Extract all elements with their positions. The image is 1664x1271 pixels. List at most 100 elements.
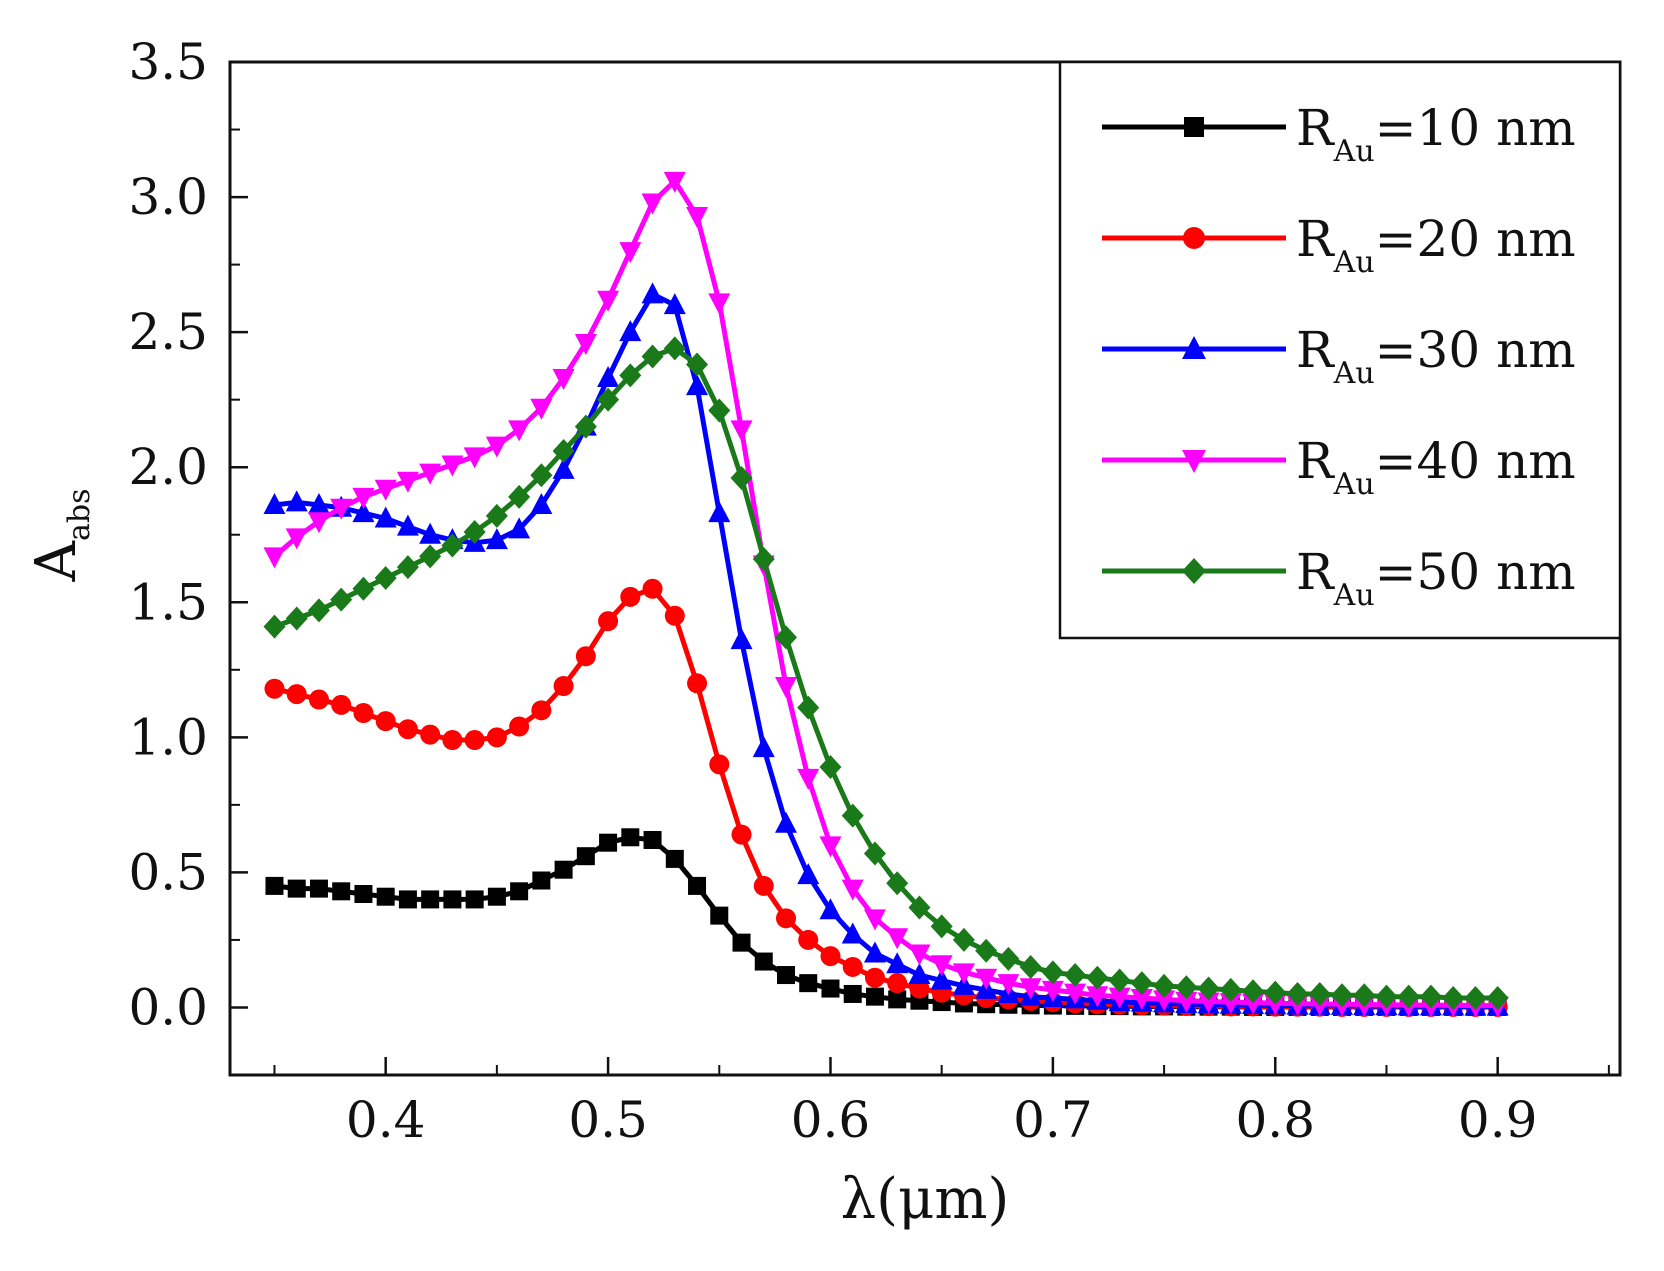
data-point [798,929,819,950]
data-point [1130,989,1153,1011]
data-point [1375,984,1398,1009]
data-point [1064,983,1087,1005]
legend-label: RAu=20 nm [1296,210,1576,280]
data-point [441,455,464,477]
y-tick-label: 0.0 [128,978,208,1036]
data-point [930,968,953,990]
data-point [619,320,642,342]
data-point [886,952,909,974]
data-point [886,928,909,950]
data-point [354,885,373,904]
data-point [374,479,397,501]
data-point [886,871,909,896]
y-axis-title-main: A [24,540,89,582]
data-point [375,711,396,732]
data-point [975,968,998,990]
data-point [574,333,597,355]
data-point [332,882,351,901]
data-point [398,890,417,909]
data-point [843,984,862,1003]
data-point [952,927,975,952]
data-point [420,724,441,745]
data-point [1219,977,1242,1002]
data-point [510,882,529,901]
series-2 [264,578,1508,1017]
legend-entry: RAu=30 nm [1102,321,1576,391]
data-point [552,457,575,479]
data-point [352,576,375,601]
data-point [1064,963,1087,988]
data-point [597,387,620,412]
data-point [1108,968,1131,993]
y-axis-title: Aabs [24,489,97,583]
data-point [598,611,619,632]
x-tick-label: 0.7 [1013,1091,1093,1149]
data-point [1197,976,1220,1001]
y-tick-label: 0.5 [128,843,208,901]
data-point [1264,980,1287,1005]
data-point [710,906,729,925]
data-point [709,754,730,775]
data-point [952,963,975,985]
legend-label: RAu=30 nm [1296,321,1576,391]
data-point [754,952,773,971]
data-point [643,830,662,849]
data-point [841,879,864,901]
data-point [309,879,328,898]
data-point [641,282,664,304]
data-point [352,501,375,523]
data-point [908,963,931,985]
data-point [307,493,330,515]
data-point [841,922,864,944]
data-point [619,363,642,388]
data-point [463,520,486,545]
data-point [621,828,640,847]
data-point [620,586,641,607]
y-tick-label: 3.0 [128,168,208,226]
data-point [930,914,953,939]
data-point [553,676,574,697]
data-point [419,463,442,485]
data-point [263,493,286,515]
data-point [975,938,998,963]
data-point [530,398,553,420]
data-point [1183,227,1205,249]
data-point [352,487,375,509]
data-point [508,484,531,509]
x-tick-label: 0.4 [346,1091,426,1149]
data-point [865,987,884,1006]
y-tick-label: 1.0 [128,708,208,766]
data-point [443,890,462,909]
data-point [575,646,596,667]
data-point [532,871,551,890]
data-point [642,578,663,599]
data-point [663,293,686,315]
data-point [687,673,708,694]
data-point [641,193,664,215]
legend: RAu=10 nm RAu=20 nm RAu=30 nm RAu=40 nm RAu=… [1058,60,1622,640]
data-point [799,974,818,993]
data-point [663,336,686,361]
data-point [819,898,842,920]
data-point [307,512,330,534]
data-point [376,887,395,906]
data-point [1397,984,1420,1009]
data-point [863,841,886,866]
data-point [508,517,531,539]
data-point [331,694,352,715]
data-point [776,908,796,929]
data-point [265,876,284,895]
data-point [842,956,863,977]
data-point [730,420,753,442]
data-point [1182,336,1206,359]
data-point [908,895,931,920]
data-point [509,716,530,737]
tick-labels: 0.4 0.5 0.6 0.7 0.8 0.9 0.0 0.5 1.0 1.5 2.0 2.5 3.0 3… [128,33,1537,1149]
data-point [597,366,620,388]
data-point [1175,975,1198,1000]
data-point [396,514,419,536]
data-point [530,463,553,488]
data-point [1486,986,1509,1011]
data-point [1041,980,1064,1002]
